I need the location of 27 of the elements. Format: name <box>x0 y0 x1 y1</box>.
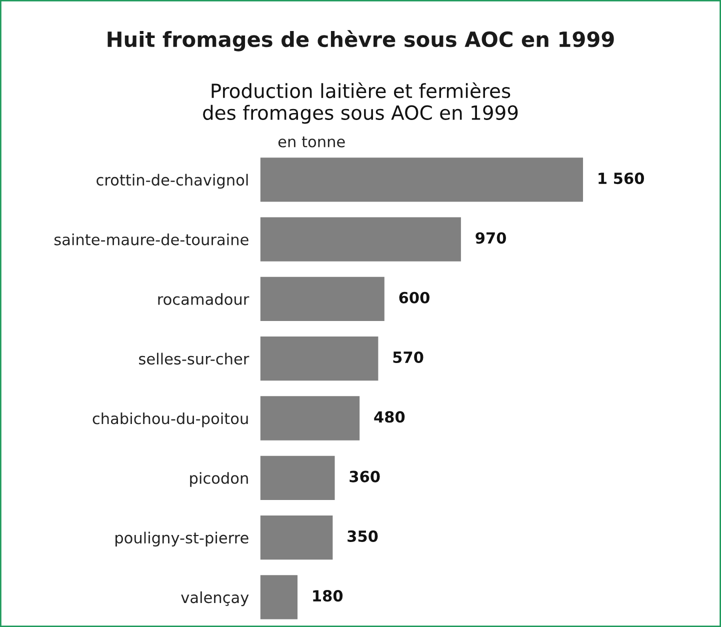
y-tick-label: chabichou-du-poitou <box>92 412 248 428</box>
data-label: 570 <box>393 351 424 364</box>
y-tick-label: selles-sur-cher <box>139 352 250 365</box>
data-label: 180 <box>313 590 343 602</box>
y-tick-label: sainte-maure-de-touraine <box>54 234 248 246</box>
data-label: 350 <box>348 530 378 542</box>
data-label: 360 <box>350 470 380 482</box>
y-tick-label: rocamadour <box>158 293 250 305</box>
chart-subtitle: Production laitière et fermières des fromages sous AOC en 1999 <box>203 82 518 124</box>
bar <box>260 217 461 262</box>
bar <box>260 276 384 322</box>
bar <box>260 515 333 560</box>
chart-title: Huit fromages de chèvre sous AOC en 1999 <box>108 30 614 52</box>
bar <box>260 396 360 440</box>
text: en tonne <box>278 136 345 148</box>
bar <box>260 336 378 381</box>
y-tick-label: pouligny-st-pierre <box>116 532 248 547</box>
data-label: 480 <box>374 411 405 423</box>
y-tick-label: crottin-de-chavignol <box>96 174 248 189</box>
y-tick-label: valençay <box>181 591 249 606</box>
bar <box>260 158 584 202</box>
data-label: 970 <box>476 232 506 244</box>
data-label: 1 560 <box>598 172 644 184</box>
bar <box>260 575 298 620</box>
y-tick-label: picodon <box>190 472 248 487</box>
data-label: 600 <box>399 292 430 304</box>
bar <box>260 456 335 500</box>
